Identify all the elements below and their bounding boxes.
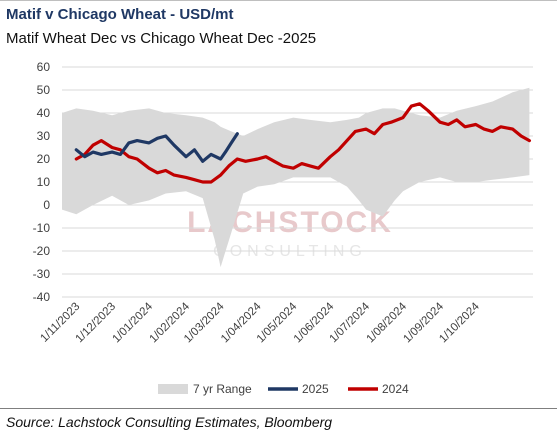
chart-title: Matif v Chicago Wheat - USD/mt	[6, 6, 234, 23]
y-tick-label: 50	[37, 83, 51, 97]
y-tick-label: 0	[43, 198, 50, 212]
y-tick-label: 10	[37, 175, 51, 189]
source-note: Source: Lachstock Consulting Estimates, …	[6, 414, 333, 430]
y-tick-label: 60	[37, 60, 51, 74]
footer-rule	[0, 408, 557, 409]
y-tick-label: 20	[37, 152, 51, 166]
legend-swatch-7yr-range	[158, 384, 188, 394]
chart-subtitle: Matif Wheat Dec vs Chicago Wheat Dec -20…	[6, 30, 317, 47]
legend-label-2025: 2025	[302, 382, 329, 396]
legend-label-2024: 2024	[382, 382, 409, 396]
top-rule	[0, 0, 557, 1]
y-tick-label: 40	[37, 106, 51, 120]
y-tick-label: -20	[33, 244, 51, 258]
series-7yr-range-band	[62, 87, 530, 268]
y-tick-label: -30	[33, 267, 51, 281]
y-tick-label: -40	[33, 290, 51, 304]
series-2024-line	[74, 102, 532, 184]
wheat-spread-chart: LACHSTOCKCONSULTING6050403020100-10-20-3…	[33, 60, 533, 396]
y-tick-label: -10	[33, 221, 51, 235]
series-2025-line	[74, 132, 239, 163]
legend-label-7yr-range: 7 yr Range	[193, 382, 252, 396]
y-tick-label: 30	[37, 129, 51, 143]
